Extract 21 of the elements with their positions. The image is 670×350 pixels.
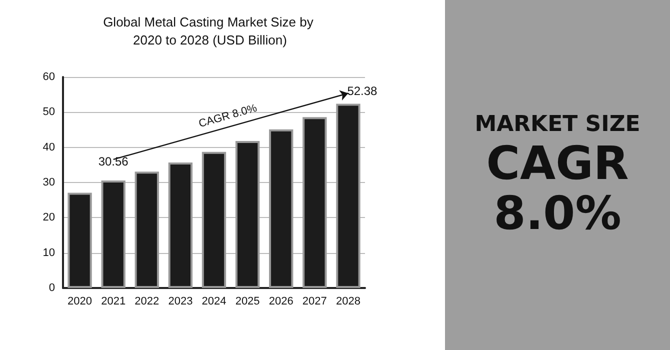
x-tick-label: 2026 <box>268 296 294 308</box>
data-label: 52.38 <box>347 84 378 98</box>
x-tick-label: 2028 <box>336 296 360 308</box>
y-tick-label: 10 <box>42 246 55 259</box>
x-tick-label: 2020 <box>68 296 92 308</box>
x-tick-label: 2027 <box>302 296 327 308</box>
y-tick-label: 30 <box>42 176 55 188</box>
x-tick-label: 2021 <box>101 296 126 308</box>
x-tick-label: 2023 <box>168 296 193 308</box>
y-tick-label: 60 <box>42 71 55 83</box>
annotation: CAGR 8.0% <box>197 102 259 130</box>
y-tick-label: 0 <box>48 282 55 294</box>
x-tick-label: 2024 <box>202 296 226 308</box>
data-label: 30.56 <box>98 154 129 169</box>
chart-title: Global Metal Casting Market Size by 2020 to 2028 (USD Billion) <box>103 14 317 48</box>
y-tick-label: 20 <box>42 212 55 224</box>
text: MARKET SIZE <box>474 112 640 138</box>
y-tick-label: 50 <box>42 106 55 118</box>
y-tick-label: 40 <box>42 141 55 154</box>
x-tick-label: 2022 <box>134 296 160 308</box>
x-tick-label: 2025 <box>235 296 260 308</box>
